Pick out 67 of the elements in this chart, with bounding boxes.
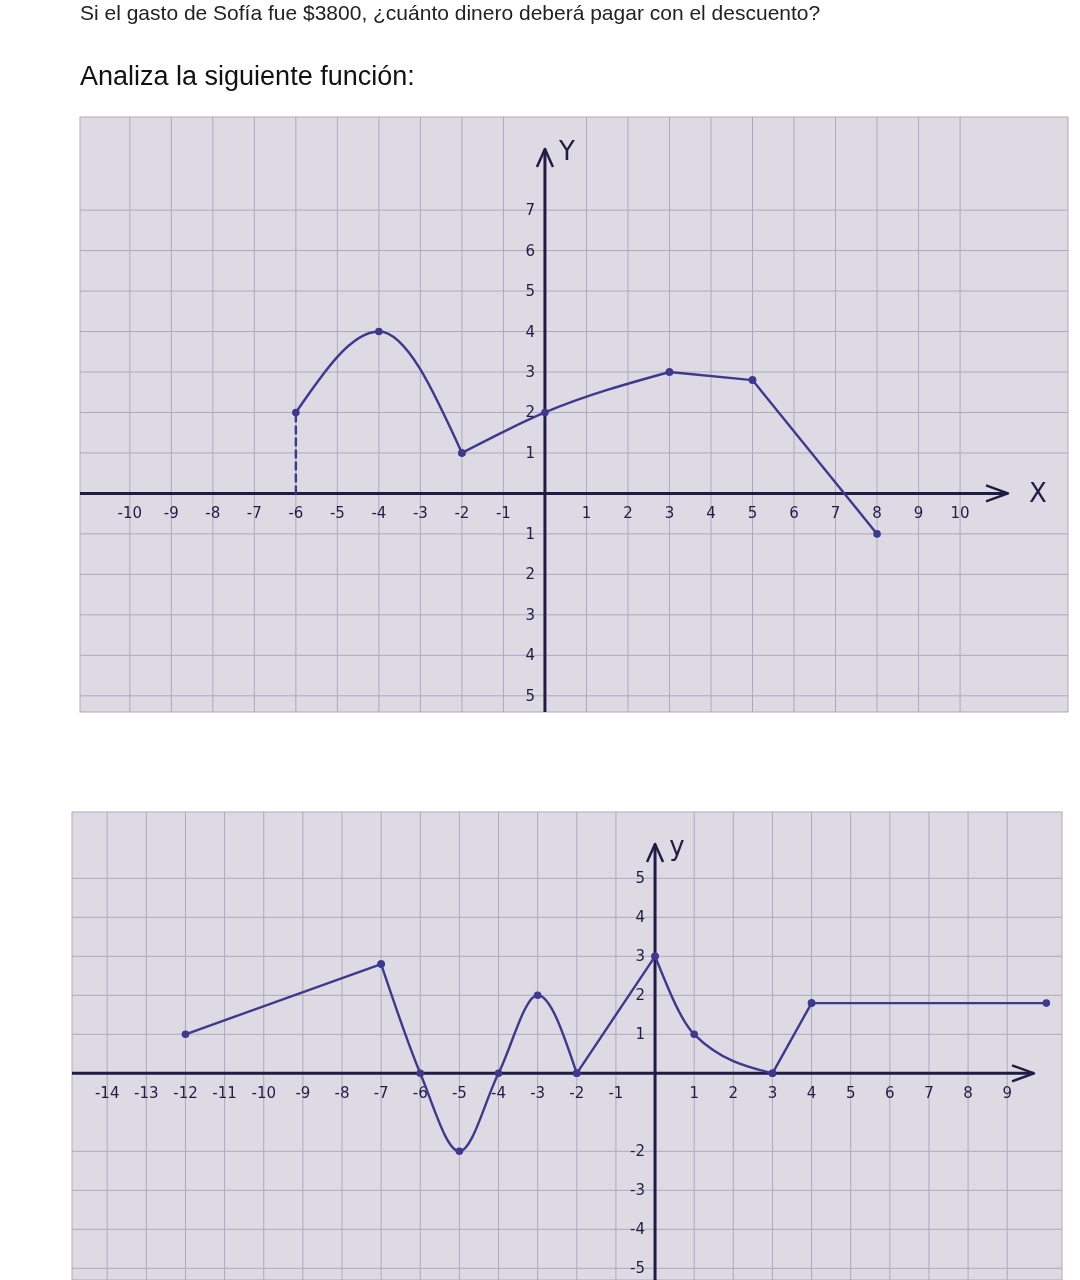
x-tick-label: 5 (845, 1084, 856, 1103)
y-tick-label: 5 (525, 686, 535, 705)
x-tick-label: -5 (329, 504, 345, 523)
y-tick-label: 5 (525, 282, 535, 301)
y-tick-label: 4 (635, 908, 646, 927)
x-tick-label: 1 (689, 1084, 699, 1103)
x-axis-title: X (1029, 478, 1047, 509)
x-tick-label: 8 (963, 1084, 973, 1103)
x-tick-label: 7 (924, 1084, 934, 1103)
x-tick-label: -10 (117, 504, 143, 523)
x-tick-label: -9 (163, 504, 179, 523)
y-axis-title: y (669, 831, 685, 861)
x-tick-label: -11 (212, 1084, 237, 1103)
y-tick-label: -3 (630, 1181, 646, 1200)
y-tick-label: 5 (635, 869, 646, 888)
y-tick-label: -2 (630, 1142, 646, 1161)
text: Si el gasto de Sofía fue $3800, ¿cuánto dinero deberá pagar con el descuento? (80, 1, 821, 24)
y-tick-label: 4 (525, 322, 535, 341)
x-tick-label: -8 (205, 504, 221, 523)
x-tick-label: -2 (454, 504, 470, 523)
x-tick-label: 6 (789, 504, 799, 523)
x-tick-label: 1 (581, 504, 592, 523)
y-tick-label: 1 (525, 443, 535, 462)
y-tick-label: 6 (525, 241, 535, 260)
x-tick-label: -4 (371, 504, 387, 523)
x-tick-label: -2 (569, 1084, 585, 1103)
y-tick-label: 2 (635, 986, 646, 1005)
chart-title: Analiza la siguiente función: (80, 61, 415, 91)
x-tick-label: 3 (664, 504, 675, 523)
y-tick-label: 2 (525, 565, 535, 584)
x-tick-label: -8 (334, 1084, 350, 1103)
y-tick-label: 1 (635, 1025, 646, 1044)
y-tick-label: 2 (525, 403, 535, 422)
x-tick-label: -7 (246, 504, 262, 523)
x-tick-label: 3 (767, 1084, 778, 1103)
y-tick-label: -5 (630, 1259, 646, 1278)
y-tick-label: 4 (525, 646, 535, 665)
y-tick-label: 7 (525, 201, 535, 220)
x-tick-label: 10 (950, 504, 970, 523)
x-tick-label: -7 (373, 1084, 389, 1103)
x-tick-label: -5 (451, 1084, 467, 1103)
x-tick-label: 9 (1002, 1084, 1012, 1103)
y-tick-label: 3 (525, 363, 535, 381)
y-axis-title: Y (558, 136, 575, 166)
x-tick-label: -1 (495, 504, 511, 523)
x-tick-label: 4 (706, 504, 716, 523)
x-tick-label: -4 (491, 1084, 507, 1103)
x-tick-label: -6 (288, 504, 304, 523)
x-tick-label: 9 (913, 504, 924, 523)
x-tick-label: -10 (251, 1084, 276, 1103)
y-tick-label: 3 (635, 947, 646, 966)
x-tick-label: 4 (806, 1084, 817, 1103)
x-tick-label: 8 (872, 504, 882, 523)
x-tick-label: -6 (412, 1084, 428, 1103)
x-tick-label: 2 (728, 1084, 739, 1103)
x-tick-label: -12 (173, 1084, 198, 1103)
x-tick-label: -13 (134, 1084, 159, 1103)
x-tick-label: 5 (747, 504, 758, 523)
x-tick-label: -9 (295, 1084, 311, 1103)
x-tick-label: -3 (412, 504, 428, 523)
y-tick-label: 1 (525, 524, 535, 543)
x-tick-label: -14 (94, 1084, 120, 1103)
y-tick-label: -4 (630, 1220, 646, 1239)
y-tick-label: 3 (525, 605, 535, 624)
x-tick-label: 6 (885, 1084, 895, 1103)
x-tick-label: 7 (830, 504, 841, 523)
x-tick-label: -1 (608, 1084, 624, 1103)
